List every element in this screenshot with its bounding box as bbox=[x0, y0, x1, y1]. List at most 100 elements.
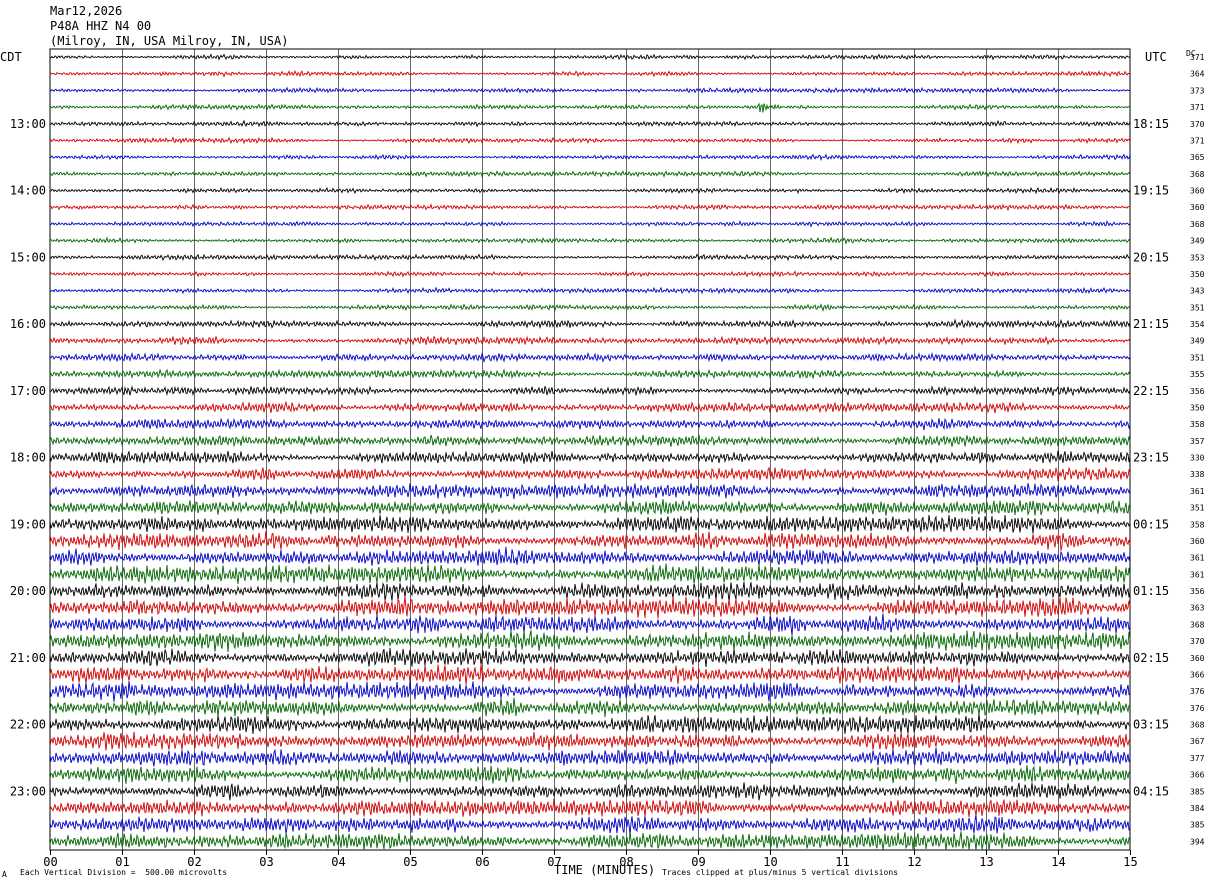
seismic-trace bbox=[49, 530, 1131, 551]
seismic-trace bbox=[49, 318, 1131, 330]
dc-offset-label: 361 bbox=[1190, 554, 1205, 563]
seismic-trace bbox=[49, 647, 1131, 668]
x-tick-label: 07 bbox=[547, 855, 561, 869]
seismic-trace bbox=[49, 697, 1131, 718]
clip-note: Traces clipped at plus/minus 5 vertical … bbox=[662, 868, 899, 877]
x-tick-label: 02 bbox=[187, 855, 201, 869]
x-tick-label: 11 bbox=[835, 855, 849, 869]
dc-offset-label: 377 bbox=[1190, 754, 1205, 763]
seismic-trace bbox=[49, 630, 1131, 653]
dc-offset-label: 371 bbox=[1190, 103, 1205, 112]
x-tick-label: 13 bbox=[979, 855, 993, 869]
dc-offset-label: 370 bbox=[1190, 120, 1205, 129]
dc-offset-label: 385 bbox=[1190, 787, 1205, 796]
left-hour-label: 18:00 bbox=[10, 451, 46, 465]
dc-offset-label: 373 bbox=[1190, 86, 1205, 95]
seismic-trace bbox=[49, 270, 1131, 278]
seismic-trace bbox=[49, 417, 1131, 431]
x-tick-label: 12 bbox=[907, 855, 921, 869]
dc-offset-label: 360 bbox=[1190, 203, 1205, 212]
seismic-trace bbox=[49, 236, 1131, 245]
left-hour-label: 14:00 bbox=[10, 184, 46, 198]
right-hour-label: 23:15 bbox=[1133, 451, 1169, 465]
dc-offset-label: 357 bbox=[1190, 437, 1205, 446]
x-tick-label: 05 bbox=[403, 855, 417, 869]
right-hour-label: 21:15 bbox=[1133, 317, 1169, 331]
right-timezone-label: UTC bbox=[1145, 50, 1167, 64]
dc-offset-label: 356 bbox=[1190, 387, 1205, 396]
dc-offset-label: 330 bbox=[1190, 454, 1205, 463]
seismic-trace bbox=[49, 400, 1131, 414]
seismic-trace bbox=[49, 335, 1131, 346]
x-tick-label: 15 bbox=[1123, 855, 1137, 869]
seismic-trace bbox=[49, 483, 1131, 500]
corner-mark: A bbox=[2, 870, 7, 879]
left-timezone-label: CDT bbox=[0, 50, 22, 64]
dc-offset-label: 394 bbox=[1190, 837, 1205, 846]
dc-offset-label: 385 bbox=[1190, 821, 1205, 830]
seismic-trace bbox=[49, 136, 1131, 145]
seismic-trace bbox=[49, 186, 1131, 195]
dc-offset-label: 350 bbox=[1190, 270, 1205, 279]
dc-offset-label: 384 bbox=[1190, 804, 1205, 813]
left-hour-label: 19:00 bbox=[10, 517, 46, 531]
seismic-trace bbox=[49, 731, 1131, 751]
dc-offset-label: 360 bbox=[1190, 654, 1205, 663]
left-hour-label: 16:00 bbox=[10, 317, 46, 331]
dc-offset-label: 368 bbox=[1190, 170, 1205, 179]
x-tick-label: 03 bbox=[259, 855, 273, 869]
seismic-trace bbox=[49, 798, 1131, 817]
seismic-trace bbox=[49, 170, 1131, 179]
left-hour-label: 17:00 bbox=[10, 384, 46, 398]
right-hour-label: 01:15 bbox=[1133, 584, 1169, 598]
dc-offset-label: 365 bbox=[1190, 153, 1205, 162]
left-hour-label: 23:00 bbox=[10, 784, 46, 798]
seismic-trace bbox=[49, 102, 1131, 113]
dc-offset-label: 343 bbox=[1190, 287, 1205, 296]
dc-offset-label: 367 bbox=[1190, 737, 1205, 746]
dc-offset-label: 358 bbox=[1190, 520, 1205, 529]
seismic-trace bbox=[49, 713, 1131, 734]
right-hour-label: 00:15 bbox=[1133, 517, 1169, 531]
dc-offset-label: 351 bbox=[1190, 504, 1205, 513]
dc-offset-label: 350 bbox=[1190, 403, 1205, 412]
seismic-trace bbox=[49, 663, 1131, 685]
seismic-trace bbox=[49, 303, 1131, 313]
seismic-trace bbox=[49, 499, 1131, 516]
dc-offset-label: 354 bbox=[1190, 320, 1205, 329]
seismic-trace bbox=[49, 203, 1131, 212]
left-hour-label: 20:00 bbox=[10, 584, 46, 598]
dc-offset-label: 370 bbox=[1190, 637, 1205, 646]
dc-offset-label: 360 bbox=[1190, 187, 1205, 196]
right-hour-label: 03:15 bbox=[1133, 718, 1169, 732]
seismic-trace bbox=[49, 119, 1131, 128]
scale-note: Each Vertical Division = 500.00 microvol… bbox=[20, 868, 228, 877]
right-hour-label: 20:15 bbox=[1133, 250, 1169, 264]
dc-header-label: DC bbox=[1186, 49, 1196, 58]
x-tick-label: 14 bbox=[1051, 855, 1065, 869]
x-tick-label: 01 bbox=[115, 855, 129, 869]
seismic-trace bbox=[49, 747, 1131, 767]
dc-offset-label: 353 bbox=[1190, 253, 1205, 262]
right-hour-label: 19:15 bbox=[1133, 184, 1169, 198]
dc-offset-label: 368 bbox=[1190, 220, 1205, 229]
seismic-trace bbox=[49, 596, 1131, 619]
dc-offset-label: 356 bbox=[1190, 587, 1205, 596]
seismic-trace bbox=[50, 53, 1131, 61]
dc-offset-label: 363 bbox=[1190, 604, 1205, 613]
seismic-trace bbox=[49, 368, 1131, 380]
dc-offset-label: 376 bbox=[1190, 704, 1205, 713]
seismic-trace bbox=[49, 69, 1131, 78]
left-hour-label: 21:00 bbox=[10, 651, 46, 665]
dc-offset-label: 366 bbox=[1190, 771, 1205, 780]
x-tick-label: 06 bbox=[475, 855, 489, 869]
x-tick-label: 08 bbox=[619, 855, 633, 869]
dc-offset-label: 371 bbox=[1190, 136, 1205, 145]
seismic-trace bbox=[49, 581, 1131, 602]
dc-offset-label: 366 bbox=[1190, 670, 1205, 679]
dc-offset-label: 355 bbox=[1190, 370, 1205, 379]
x-tick-label: 10 bbox=[763, 855, 777, 869]
left-hour-label: 22:00 bbox=[10, 718, 46, 732]
seismic-trace bbox=[49, 286, 1131, 295]
